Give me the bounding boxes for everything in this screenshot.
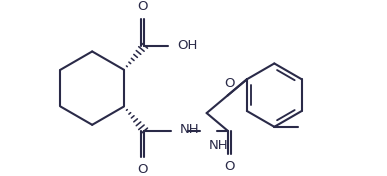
Text: O: O [137,0,148,13]
Text: O: O [224,77,235,90]
Text: NH: NH [209,139,228,152]
Text: NH: NH [179,123,199,136]
Text: OH: OH [178,39,198,52]
Text: O: O [137,163,148,176]
Text: O: O [224,160,235,173]
